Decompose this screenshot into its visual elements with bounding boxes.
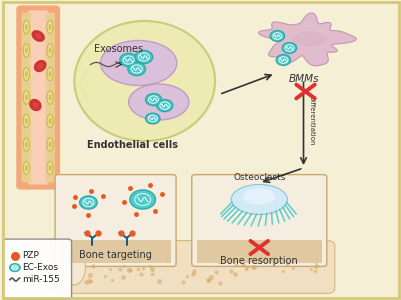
Ellipse shape	[23, 161, 29, 175]
Ellipse shape	[47, 91, 53, 104]
Ellipse shape	[243, 188, 275, 205]
Ellipse shape	[37, 63, 43, 69]
Ellipse shape	[231, 184, 287, 214]
Circle shape	[128, 62, 145, 76]
Circle shape	[130, 190, 155, 209]
Ellipse shape	[23, 20, 29, 34]
FancyBboxPatch shape	[21, 13, 31, 182]
Circle shape	[135, 50, 152, 64]
Circle shape	[10, 264, 20, 272]
Text: Bone resorption: Bone resorption	[220, 256, 298, 266]
Ellipse shape	[128, 84, 188, 120]
Ellipse shape	[49, 118, 51, 124]
Polygon shape	[258, 13, 355, 66]
Ellipse shape	[49, 24, 51, 30]
Text: EC-Exos: EC-Exos	[22, 263, 58, 272]
Ellipse shape	[25, 142, 28, 148]
Ellipse shape	[49, 142, 51, 148]
Ellipse shape	[47, 161, 53, 175]
Ellipse shape	[74, 21, 215, 141]
Circle shape	[145, 94, 161, 106]
Ellipse shape	[47, 20, 53, 34]
Ellipse shape	[49, 165, 51, 171]
Ellipse shape	[49, 94, 51, 100]
Ellipse shape	[49, 71, 51, 77]
Ellipse shape	[23, 114, 29, 128]
Text: BMMs: BMMs	[288, 74, 318, 83]
Text: PZP: PZP	[22, 251, 39, 260]
Text: Endothelial cells: Endothelial cells	[87, 140, 178, 149]
Circle shape	[282, 43, 296, 53]
FancyBboxPatch shape	[3, 239, 71, 299]
Ellipse shape	[47, 138, 53, 151]
Text: Differentiation: Differentiation	[308, 95, 314, 145]
Circle shape	[79, 196, 97, 209]
Ellipse shape	[49, 47, 51, 53]
Ellipse shape	[63, 249, 85, 285]
Text: Bone targeting: Bone targeting	[79, 250, 152, 260]
Ellipse shape	[35, 33, 41, 39]
Ellipse shape	[29, 99, 41, 111]
Ellipse shape	[47, 67, 53, 81]
Circle shape	[269, 31, 284, 41]
Ellipse shape	[23, 91, 29, 104]
Ellipse shape	[25, 24, 28, 30]
FancyBboxPatch shape	[191, 175, 326, 266]
FancyBboxPatch shape	[45, 13, 55, 182]
Ellipse shape	[25, 94, 28, 100]
FancyBboxPatch shape	[55, 175, 176, 266]
Ellipse shape	[31, 30, 45, 42]
FancyBboxPatch shape	[51, 241, 334, 293]
Text: Osteoclasts: Osteoclasts	[233, 173, 285, 182]
FancyBboxPatch shape	[28, 11, 48, 184]
Ellipse shape	[32, 102, 38, 108]
Ellipse shape	[23, 44, 29, 57]
Circle shape	[145, 113, 160, 124]
Ellipse shape	[47, 44, 53, 57]
Text: miR-155: miR-155	[22, 275, 60, 284]
Polygon shape	[78, 69, 86, 99]
Circle shape	[156, 100, 172, 112]
Bar	[60, 240, 170, 262]
Text: Exosomes: Exosomes	[94, 44, 143, 54]
FancyBboxPatch shape	[16, 5, 60, 190]
Circle shape	[275, 55, 290, 65]
Ellipse shape	[100, 40, 176, 86]
Ellipse shape	[25, 165, 28, 171]
Bar	[196, 240, 321, 262]
Ellipse shape	[25, 47, 28, 53]
Ellipse shape	[25, 71, 28, 77]
Ellipse shape	[292, 32, 326, 46]
Ellipse shape	[25, 118, 28, 124]
Circle shape	[119, 53, 137, 67]
Ellipse shape	[34, 60, 47, 72]
Ellipse shape	[47, 114, 53, 128]
Ellipse shape	[23, 138, 29, 151]
Ellipse shape	[23, 67, 29, 81]
